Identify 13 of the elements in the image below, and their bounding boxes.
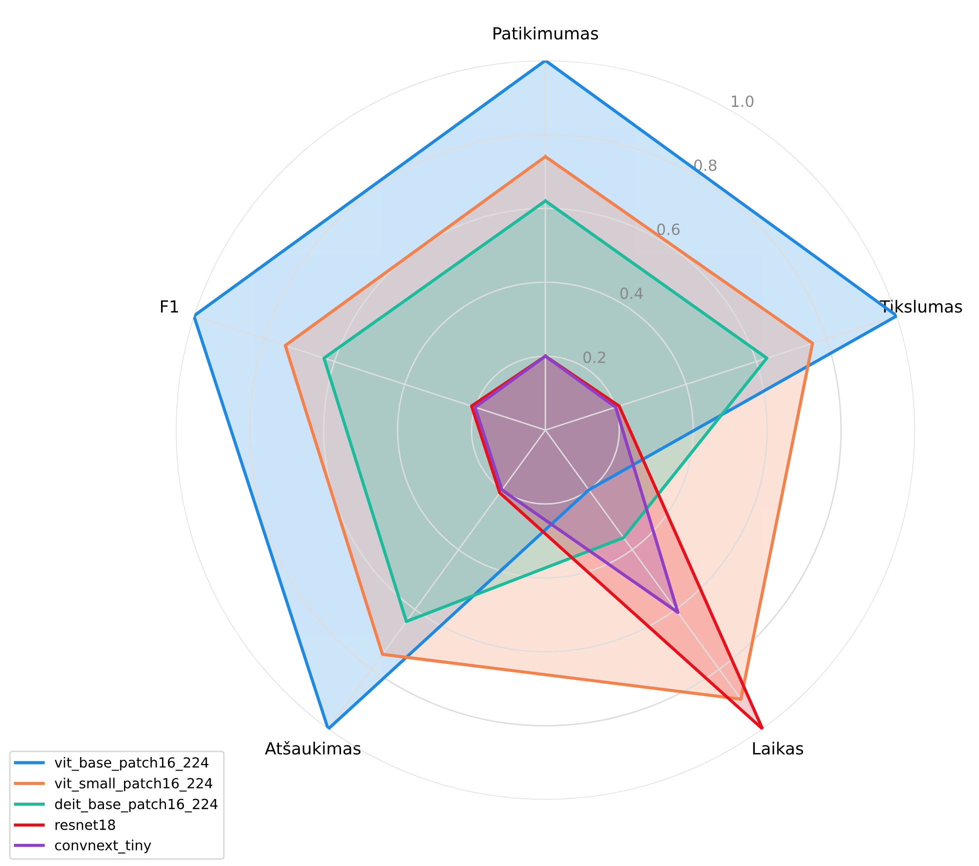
legend-label: vit_small_patch16_224 <box>54 778 212 792</box>
spoke-label: Patikimumas <box>494 26 598 40</box>
spoke-label: F1 <box>161 300 178 313</box>
legend-label: convnext_tiny <box>55 840 152 854</box>
legend-label: vit_base_patch16_224 <box>54 756 208 771</box>
legend-label: deit_base_patch16_224 <box>55 798 218 812</box>
y-tick-label: 0.4 <box>620 288 643 300</box>
spoke-label: Atšaukimas <box>264 741 361 755</box>
spoke-label: Laikas <box>753 742 804 755</box>
y-tick-label: 1.0 <box>732 95 754 108</box>
legend-label: resnet18 <box>56 820 116 830</box>
y-tick-label: 0.2 <box>583 352 606 364</box>
y-tick-label: 0.6 <box>657 224 680 236</box>
